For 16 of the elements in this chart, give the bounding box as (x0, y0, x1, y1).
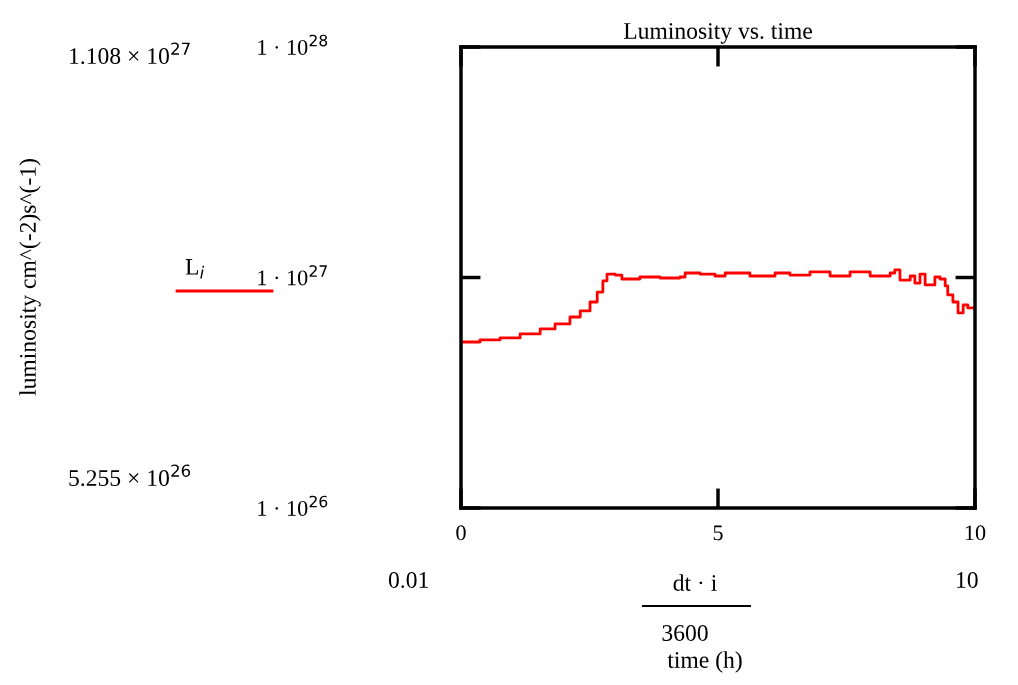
chart-title: Luminosity vs. time (623, 23, 812, 44)
y-tick-label: 1 · 10$^{28}$ (258, 34, 328, 55)
y-tick-label: 1 · 10$^{26}$ (258, 495, 328, 516)
text: time (h) (667, 651, 742, 673)
text: 10 (957, 571, 978, 588)
x-tick-label: 5 (713, 525, 723, 541)
text: L$_{i}$ (185, 259, 205, 279)
text: 1.108 × 10$^{27}$ (70, 42, 190, 65)
text: luminosity cm^(-2)s^(-1) (19, 159, 41, 396)
text: 0.01 (388, 571, 428, 589)
text: dt · i (673, 574, 717, 591)
text: 3600 (662, 624, 708, 641)
text: 5.255 × 10$^{26}$ (69, 464, 191, 487)
y-tick-label: 1 · 10$^{27}$ (258, 265, 327, 286)
x-tick-label: 10 (965, 525, 986, 541)
x-tick-label: 0 (456, 525, 466, 541)
